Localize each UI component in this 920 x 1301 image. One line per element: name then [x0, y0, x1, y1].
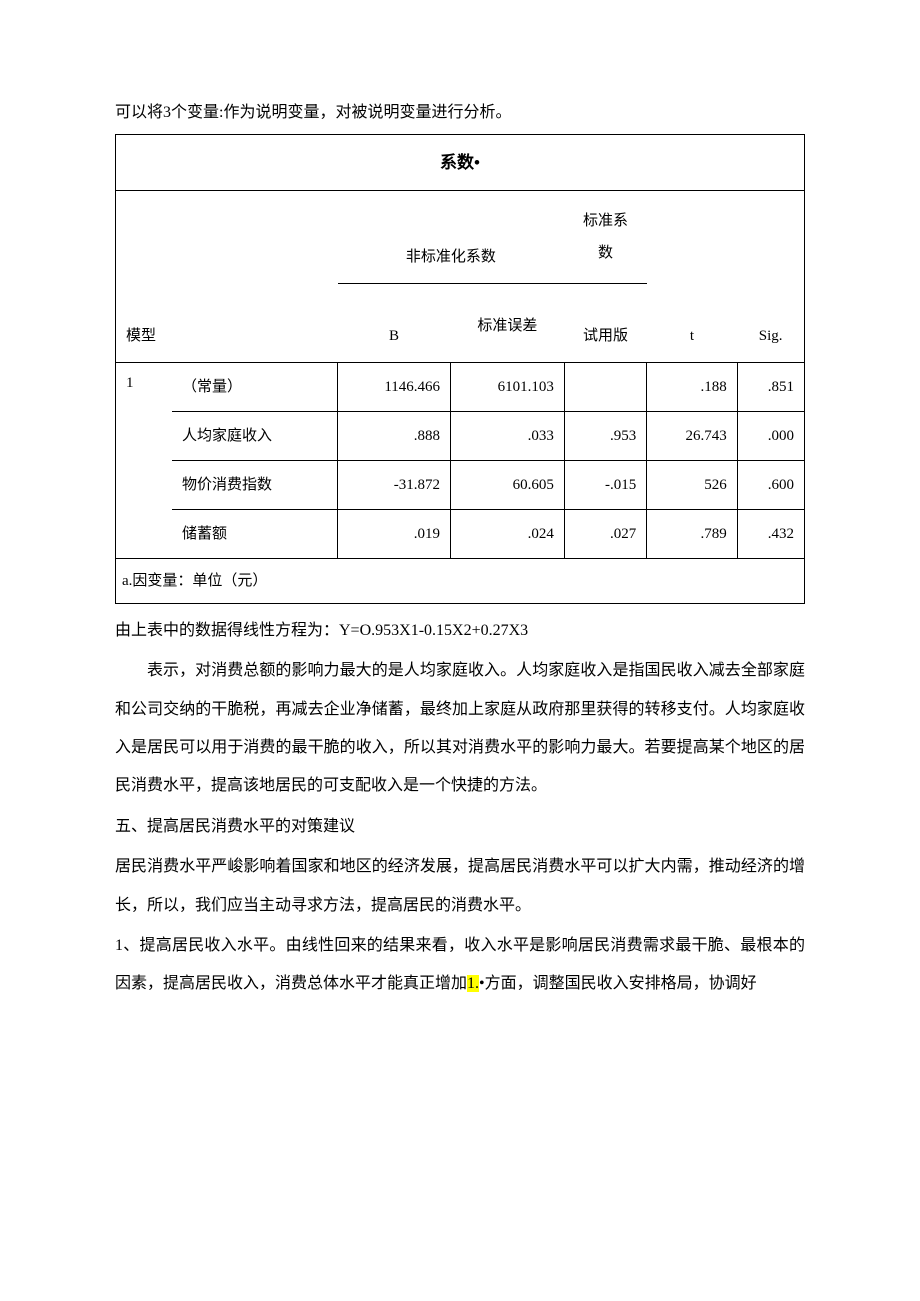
cell-b: .019 [338, 509, 451, 558]
cell-sig: .432 [737, 509, 804, 558]
section-5-intro: 居民消费水平严峻影响着国家和地区的经济发展，提高居民消费水平可以扩大内需，推动经… [115, 848, 805, 925]
cell-sig: .600 [737, 460, 804, 509]
model-num: 1 [116, 362, 173, 558]
cell-sig: .000 [737, 411, 804, 460]
model-header: 模型 [116, 190, 338, 362]
cell-beta: .027 [564, 509, 646, 558]
table-title: 系数• [116, 134, 805, 190]
intro-text: 可以将3个变量:作为说明变量，对被说明变量进行分析。 [115, 100, 805, 126]
cell-t: 26.743 [647, 411, 738, 460]
row-label: （常量） [172, 362, 338, 411]
point-1-after: •方面，调整国民收入安排格局，协调好 [479, 975, 757, 992]
unstd-header: 非标准化系数 [338, 190, 565, 283]
beta-header: 试用版 [564, 283, 646, 362]
table-footnote: a.因变量：单位（元） [116, 558, 805, 603]
cell-t: 526 [647, 460, 738, 509]
t-header: t [647, 190, 738, 362]
cell-beta: .953 [564, 411, 646, 460]
cell-sig: .851 [737, 362, 804, 411]
table-row: 1 （常量） 1146.466 6101.103 .188 .851 [116, 362, 805, 411]
cell-b: .888 [338, 411, 451, 460]
cell-stderr: .024 [451, 509, 565, 558]
section-5-title: 五、提高居民消费水平的对策建议 [115, 808, 805, 846]
cell-beta [564, 362, 646, 411]
equation-line: 由上表中的数据得线性方程为：Y=O.953X1-0.15X2+0.27X3 [115, 612, 805, 650]
row-label: 储蓄额 [172, 509, 338, 558]
std-header: 标准系 数 [564, 190, 646, 283]
analysis-paragraph: 表示，对消费总额的影响力最大的是人均家庭收入。人均家庭收入是指国民收入减去全部家… [115, 652, 805, 806]
table-row: 物价消费指数 -31.872 60.605 -.015 526 .600 [116, 460, 805, 509]
cell-stderr: 60.605 [451, 460, 565, 509]
row-label: 人均家庭收入 [172, 411, 338, 460]
cell-beta: -.015 [564, 460, 646, 509]
cell-t: .789 [647, 509, 738, 558]
sig-header: Sig. [737, 190, 804, 362]
row-label: 物价消费指数 [172, 460, 338, 509]
cell-t: .188 [647, 362, 738, 411]
cell-stderr: .033 [451, 411, 565, 460]
point-1: 1、提高居民收入水平。由线性回来的结果来看，收入水平是影响居民消费需求最干脆、最… [115, 927, 805, 1004]
coefficients-table: 系数• 模型 非标准化系数 标准系 数 t Sig. B 标准误差 试用版 1 … [115, 134, 805, 604]
cell-b: -31.872 [338, 460, 451, 509]
table-row: 储蓄额 .019 .024 .027 .789 .432 [116, 509, 805, 558]
cell-stderr: 6101.103 [451, 362, 565, 411]
highlight-text: 1. [467, 975, 479, 992]
cell-b: 1146.466 [338, 362, 451, 411]
b-header: B [338, 283, 451, 362]
stderr-header: 标准误差 [451, 283, 565, 362]
table-row: 人均家庭收入 .888 .033 .953 26.743 .000 [116, 411, 805, 460]
